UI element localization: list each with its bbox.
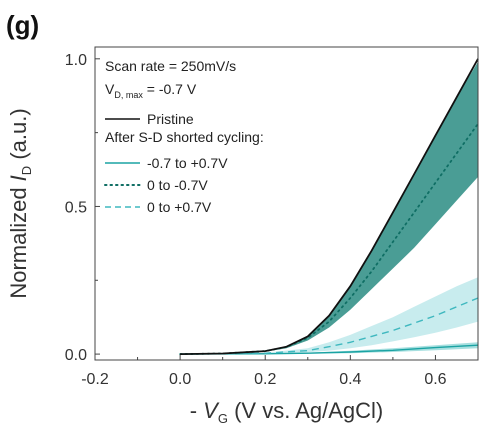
x-tick-label: 0.4 [339,371,361,388]
annotation-vd-sub: D, max [114,90,143,100]
legend-label-full-cycle: -0.7 to +0.7V [147,155,228,171]
x-axis-title-var: V [203,398,220,423]
annotation-vd-main: V [105,81,115,97]
line-series-0 [180,58,479,355]
annotation-scan-rate: Scan rate = 250mV/s [105,58,236,74]
line-series-3 [180,297,479,355]
legend: Scan rate = 250mV/s VD, max = -0.7 V Pri… [104,58,264,215]
y-tick-label: 1.0 [65,52,87,69]
series-lines [179,58,479,356]
annotation-vd-max: VD, max = -0.7 V [105,81,197,100]
y-axis-ticks: 0.0 0.5 1.0 [65,52,100,364]
plot-frame [94,46,479,361]
legend-label-negative-cycle: 0 to -0.7V [147,177,208,193]
y-axis-title-prefix: Normalized [6,181,31,298]
x-axis-title: - VG (V vs. Ag/AgCl) [190,398,384,426]
x-tick-label: 0.0 [169,371,191,388]
x-tick-label: 0.6 [424,371,446,388]
legend-label-pristine: Pristine [147,111,194,127]
y-tick-label: 0.0 [65,347,87,364]
legend-label-positive-cycle: 0 to +0.7V [147,199,212,215]
band-series-1 [180,342,478,355]
y-axis-title-var: I [6,175,31,181]
x-tick-label: -0.2 [81,371,109,388]
panel-label: (g) [6,10,39,40]
y-axis-title: Normalized ID (a.u.) [6,108,34,298]
x-axis-ticks: -0.2 0.0 0.2 0.4 0.6 [81,355,447,388]
x-tick-label: 0.2 [254,371,276,388]
annotation-vd-rest: = -0.7 V [143,81,197,97]
x-axis-title-suffix: (V vs. Ag/AgCl) [228,398,383,423]
y-axis-title-suffix: (a.u.) [6,108,31,165]
band-series-3 [180,277,478,355]
y-axis-title-sub: D [19,166,34,175]
x-axis-title-prefix: - [190,398,203,423]
x-axis-title-sub: G [218,411,228,426]
line-series-2 [179,122,479,356]
y-tick-label: 0.5 [65,199,87,216]
error-bands [180,61,478,355]
legend-header: After S-D shorted cycling: [105,129,264,145]
band-series-2 [180,61,478,355]
